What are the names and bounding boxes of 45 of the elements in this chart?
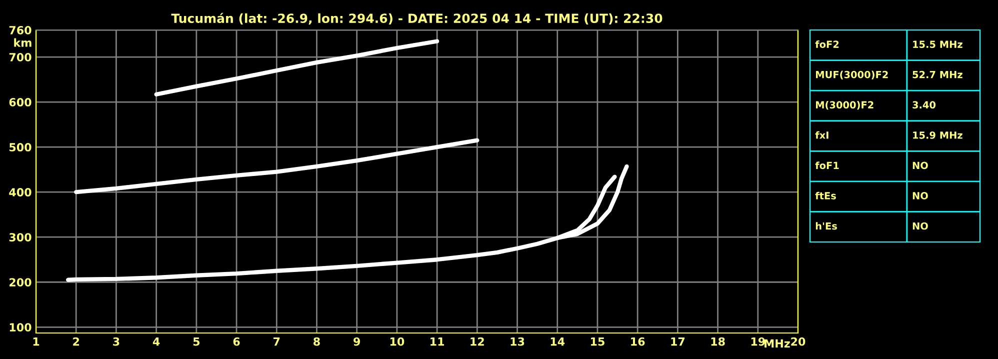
x-tick-label: 3	[113, 337, 120, 346]
x-tick-label: 16	[631, 337, 645, 346]
chart-title: Tucumán (lat: -26.9, lon: 294.6) - DATE: 2025 04 14 - TIME (UT): 22:30	[171, 12, 662, 25]
text: 15.9 MHz	[913, 131, 962, 139]
x-tick-label: 20	[791, 337, 806, 346]
x-tick-label: 2	[73, 337, 80, 346]
x-tick-label: 5	[193, 338, 200, 346]
x-tick-label: 7	[274, 338, 280, 346]
x-tick-label: 14	[550, 338, 565, 346]
text: NO	[912, 192, 928, 200]
text: NO	[912, 162, 928, 170]
x-tick-label: 6	[233, 337, 240, 346]
x-tick-label: 11	[430, 338, 444, 346]
category-label: M(3000)F2	[816, 101, 874, 110]
x-tick-label: 4	[152, 338, 160, 346]
text: 3.40	[912, 101, 936, 109]
x-tick-label: 13	[510, 337, 524, 346]
x-tick-label: 12	[470, 337, 484, 346]
x-tick-label: 19	[751, 337, 765, 346]
category-label: MUF(3000)F2	[816, 70, 888, 80]
y-tick-label: 700	[9, 52, 32, 62]
category-label: ftEs	[815, 192, 836, 200]
text: 15.5 MHz	[913, 40, 962, 48]
y-tick-label: 600	[9, 98, 32, 106]
x-tick-label: 9	[354, 337, 360, 346]
x-axis-title: MHz	[764, 339, 790, 348]
y-axis-title: km	[14, 38, 32, 47]
x-tick-label: 10	[390, 337, 404, 346]
x-tick-label: 18	[711, 337, 725, 346]
y-tick-label: 760	[9, 26, 32, 34]
x-tick-label: 1	[33, 338, 40, 346]
y-tick-label: 200	[10, 278, 32, 287]
y-tick-label: 300	[9, 233, 32, 242]
category-label: foF2	[815, 40, 839, 48]
x-tick-label: 15	[590, 338, 604, 346]
x-tick-label: 17	[671, 338, 685, 346]
category-label: foF1	[815, 162, 839, 170]
y-tick-label: 100	[10, 323, 32, 332]
category-label: h'Es	[816, 222, 837, 230]
x-tick-label: 8	[314, 337, 320, 346]
category-label: fxI	[815, 131, 828, 139]
y-tick-label: 400	[9, 188, 32, 196]
text: NO	[912, 222, 928, 230]
y-tick-label: 500	[10, 143, 32, 152]
text: 52.7 MHz	[912, 70, 962, 78]
